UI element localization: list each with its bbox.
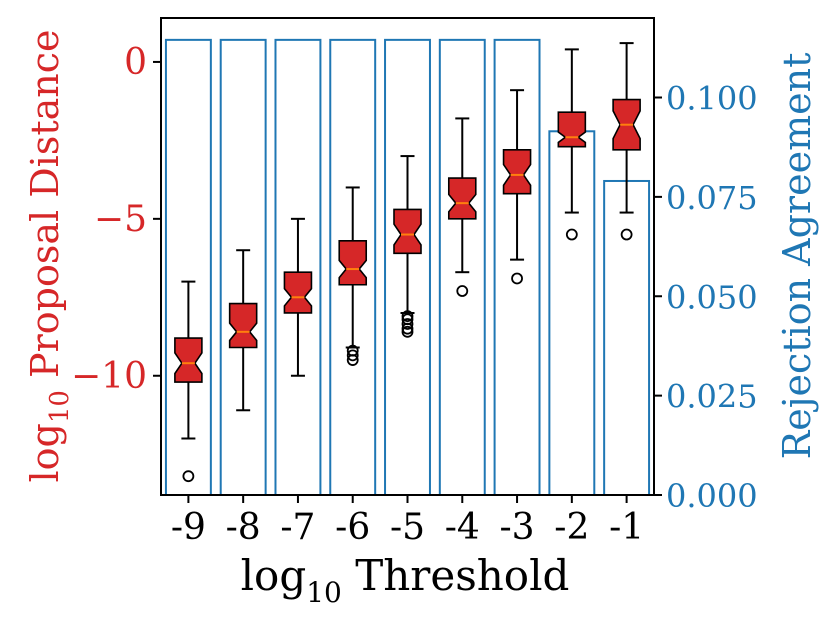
outlier	[346, 354, 359, 366]
outlier	[511, 272, 523, 285]
x-tick-label: -4	[445, 507, 480, 548]
left-tick-label: −10	[71, 356, 147, 397]
box--3	[502, 89, 532, 285]
x-tick-label: -2	[554, 507, 589, 548]
box-body	[228, 302, 258, 349]
right-tick-label: 0.075	[666, 179, 758, 217]
bar--1	[603, 179, 651, 496]
y-axis-label-left-sub: 10	[45, 390, 75, 423]
box--2	[557, 48, 587, 241]
boxes-layer	[174, 42, 641, 483]
y-axis-label-left-log: log	[23, 423, 67, 482]
x-axis-label-rest: Threshold	[342, 551, 570, 600]
outlier	[401, 322, 414, 335]
left-axis: 0 −5 −10	[71, 42, 161, 397]
outlier	[401, 325, 414, 338]
x-tick-label: -5	[390, 507, 425, 548]
outlier	[456, 285, 469, 297]
box-body	[557, 111, 587, 148]
x-axis: -9 -8 -7 -6 -5 -4 -3 -2 -1	[171, 495, 644, 548]
outlier	[346, 349, 359, 362]
box--5	[393, 155, 422, 338]
box--9	[174, 280, 203, 483]
right-tick-label: 0.100	[666, 80, 758, 118]
x-tick-label: -1	[609, 507, 644, 548]
box-body	[502, 149, 532, 195]
box--4	[447, 117, 477, 297]
x-axis-label-sub: 10	[306, 576, 342, 609]
x-axis-label: log10 Threshold	[241, 551, 570, 609]
box--7	[283, 217, 313, 377]
box-body	[338, 240, 368, 286]
outlier	[401, 310, 414, 323]
right-tick-label: 0.000	[666, 477, 758, 515]
x-tick-label: -6	[335, 507, 370, 548]
x-tick-label: -9	[171, 507, 206, 548]
y-axis-label-left: log10 Proposal Distance	[23, 29, 75, 482]
box-body	[447, 177, 477, 220]
left-tick-label: 0	[124, 42, 147, 83]
x-tick-label: -7	[280, 507, 315, 548]
x-tick-label: -3	[500, 507, 535, 548]
box--6	[338, 186, 368, 366]
outlier	[182, 470, 195, 483]
left-tick-label: −5	[94, 199, 147, 240]
right-tick-label: 0.025	[666, 378, 758, 416]
box--1	[612, 42, 641, 241]
x-axis-label-log: log	[241, 551, 307, 600]
right-tick-label: 0.050	[666, 278, 758, 316]
y-axis-label-left-rest: Proposal Distance	[23, 29, 67, 390]
outlier	[565, 228, 578, 241]
outlier	[620, 228, 633, 241]
x-tick-label: -8	[226, 507, 261, 548]
box-body	[393, 208, 422, 255]
box-body	[174, 337, 203, 383]
box--8	[228, 249, 258, 412]
outlier	[401, 318, 414, 330]
right-axis: 0.100 0.075 0.050 0.025 0.000	[654, 80, 758, 515]
y-axis-label-right: Rejection Agreement	[775, 53, 819, 460]
box-body	[283, 271, 313, 314]
